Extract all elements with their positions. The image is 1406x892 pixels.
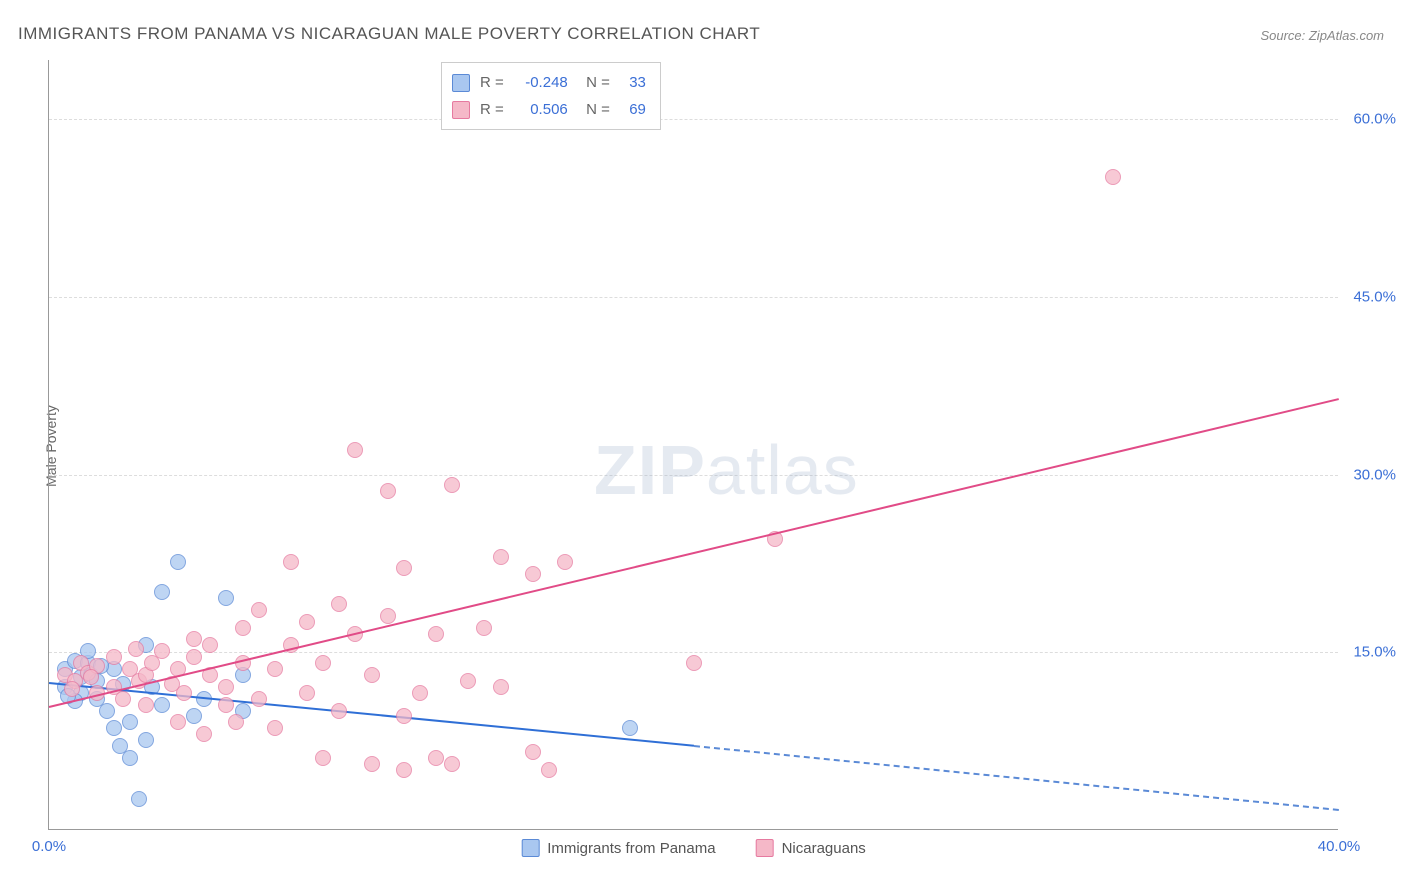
scatter-point-panama	[99, 703, 115, 719]
scatter-point-nicaragua	[444, 756, 460, 772]
scatter-point-nicaragua	[525, 744, 541, 760]
scatter-point-nicaragua	[218, 697, 234, 713]
scatter-point-nicaragua	[428, 626, 444, 642]
scatter-point-panama	[622, 720, 638, 736]
gridline	[49, 475, 1338, 476]
plot-area: 15.0%30.0%45.0%60.0%0.0%40.0%ZIPatlasR =…	[48, 60, 1338, 830]
scatter-point-nicaragua	[364, 667, 380, 683]
scatter-point-panama	[122, 750, 138, 766]
scatter-point-nicaragua	[380, 483, 396, 499]
scatter-point-nicaragua	[493, 679, 509, 695]
scatter-point-nicaragua	[541, 762, 557, 778]
scatter-point-nicaragua	[396, 762, 412, 778]
correlation-legend-row: R = 0.506 N = 69	[452, 96, 646, 123]
legend-swatch	[452, 74, 470, 92]
scatter-point-nicaragua	[106, 649, 122, 665]
scatter-point-panama	[138, 732, 154, 748]
scatter-point-nicaragua	[557, 554, 573, 570]
y-tick-label: 15.0%	[1353, 644, 1396, 661]
scatter-point-nicaragua	[186, 631, 202, 647]
scatter-point-nicaragua	[364, 756, 380, 772]
gridline	[49, 119, 1338, 120]
scatter-point-nicaragua	[315, 655, 331, 671]
scatter-point-nicaragua	[460, 673, 476, 689]
scatter-point-panama	[170, 554, 186, 570]
legend-swatch	[521, 839, 539, 857]
scatter-point-nicaragua	[412, 685, 428, 701]
y-tick-label: 45.0%	[1353, 288, 1396, 305]
correlation-legend: R = -0.248 N = 33R = 0.506 N = 69	[441, 62, 661, 130]
scatter-point-nicaragua	[267, 720, 283, 736]
scatter-point-nicaragua	[83, 669, 99, 685]
stat-value-n: 33	[620, 69, 646, 96]
scatter-point-nicaragua	[267, 661, 283, 677]
series-legend-item: Immigrants from Panama	[521, 839, 715, 857]
scatter-point-nicaragua	[380, 608, 396, 624]
scatter-point-nicaragua	[396, 560, 412, 576]
stat-label-r: R =	[480, 69, 504, 96]
scatter-point-nicaragua	[235, 620, 251, 636]
scatter-point-nicaragua	[331, 596, 347, 612]
scatter-point-nicaragua	[218, 679, 234, 695]
scatter-point-nicaragua	[493, 549, 509, 565]
scatter-point-nicaragua	[299, 685, 315, 701]
stat-label-n: N =	[578, 96, 610, 123]
y-tick-label: 30.0%	[1353, 466, 1396, 483]
scatter-point-nicaragua	[186, 649, 202, 665]
gridline	[49, 652, 1338, 653]
scatter-point-nicaragua	[283, 554, 299, 570]
scatter-point-nicaragua	[299, 614, 315, 630]
scatter-point-nicaragua	[64, 681, 80, 697]
scatter-point-nicaragua	[251, 602, 267, 618]
scatter-point-panama	[154, 584, 170, 600]
source-text: Source: ZipAtlas.com	[1260, 28, 1384, 43]
scatter-point-nicaragua	[347, 442, 363, 458]
legend-swatch	[452, 101, 470, 119]
scatter-point-panama	[186, 708, 202, 724]
scatter-point-nicaragua	[396, 708, 412, 724]
stat-value-n: 69	[620, 96, 646, 123]
correlation-legend-row: R = -0.248 N = 33	[452, 69, 646, 96]
stat-value-r: 0.506	[514, 96, 568, 123]
scatter-point-nicaragua	[138, 697, 154, 713]
series-legend-label: Nicaraguans	[782, 840, 866, 857]
series-legend: Immigrants from Panama Nicaraguans	[521, 839, 866, 857]
scatter-point-nicaragua	[115, 691, 131, 707]
y-tick-label: 60.0%	[1353, 111, 1396, 128]
scatter-point-nicaragua	[525, 566, 541, 582]
trend-line-panama-dashed	[694, 745, 1339, 811]
scatter-point-nicaragua	[686, 655, 702, 671]
scatter-point-nicaragua	[228, 714, 244, 730]
scatter-point-nicaragua	[1105, 169, 1121, 185]
scatter-point-nicaragua	[170, 714, 186, 730]
scatter-point-nicaragua	[196, 726, 212, 742]
chart-title: IMMIGRANTS FROM PANAMA VS NICARAGUAN MAL…	[18, 24, 760, 44]
scatter-point-panama	[131, 791, 147, 807]
scatter-point-panama	[122, 714, 138, 730]
scatter-point-nicaragua	[428, 750, 444, 766]
scatter-point-panama	[154, 697, 170, 713]
scatter-point-nicaragua	[128, 641, 144, 657]
scatter-point-nicaragua	[251, 691, 267, 707]
scatter-point-nicaragua	[154, 643, 170, 659]
scatter-point-nicaragua	[331, 703, 347, 719]
legend-swatch	[756, 839, 774, 857]
stat-value-r: -0.248	[514, 69, 568, 96]
x-tick-label: 40.0%	[1318, 838, 1361, 855]
gridline	[49, 297, 1338, 298]
watermark: ZIPatlas	[594, 430, 859, 510]
scatter-point-panama	[106, 720, 122, 736]
scatter-point-nicaragua	[202, 637, 218, 653]
stat-label-r: R =	[480, 96, 504, 123]
scatter-point-nicaragua	[315, 750, 331, 766]
x-tick-label: 0.0%	[32, 838, 66, 855]
scatter-point-nicaragua	[476, 620, 492, 636]
series-legend-label: Immigrants from Panama	[547, 840, 715, 857]
scatter-point-panama	[218, 590, 234, 606]
series-legend-item: Nicaraguans	[756, 839, 866, 857]
scatter-point-nicaragua	[444, 477, 460, 493]
stat-label-n: N =	[578, 69, 610, 96]
